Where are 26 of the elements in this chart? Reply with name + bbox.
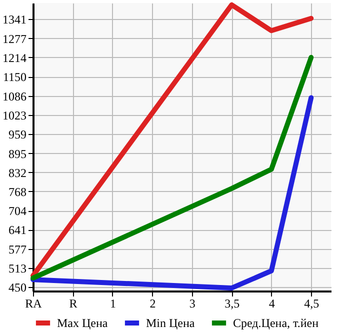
y-tick-label: 1341	[2, 12, 26, 27]
x-tick-label: 1	[110, 296, 116, 310]
x-tick-label: R	[69, 296, 78, 310]
y-tick-label: 450	[8, 280, 26, 295]
y-tick-label: 1150	[2, 70, 26, 84]
legend-label: Min Цена	[146, 316, 196, 330]
y-tick-label: 1277	[2, 32, 26, 46]
y-tick-label: 704	[8, 204, 26, 218]
x-tick-label: 3	[189, 296, 196, 310]
y-tick-label: 1023	[2, 108, 26, 122]
x-tick-label: RA	[25, 296, 42, 310]
y-tick-label: 1086	[2, 89, 26, 104]
y-tick-label: 1214	[2, 50, 26, 65]
y-tick-label: 959	[8, 128, 26, 142]
y-tick-label: 895	[8, 146, 26, 161]
y-tick-label: 513	[8, 262, 26, 276]
y-tick-label: 832	[8, 166, 26, 180]
y-tick-label: 768	[8, 184, 26, 199]
x-tick-label: 4	[268, 296, 275, 310]
y-tick-label: 641	[8, 223, 26, 238]
x-tick-label: 2	[150, 296, 156, 310]
x-tick-label: 4,5	[304, 296, 320, 310]
x-tick-label: 3,5	[224, 296, 240, 310]
legend-label: Сред.Цена, т.йен	[233, 316, 320, 330]
y-tick-label: 577	[8, 242, 26, 256]
legend-label: Max Цена	[57, 316, 108, 330]
